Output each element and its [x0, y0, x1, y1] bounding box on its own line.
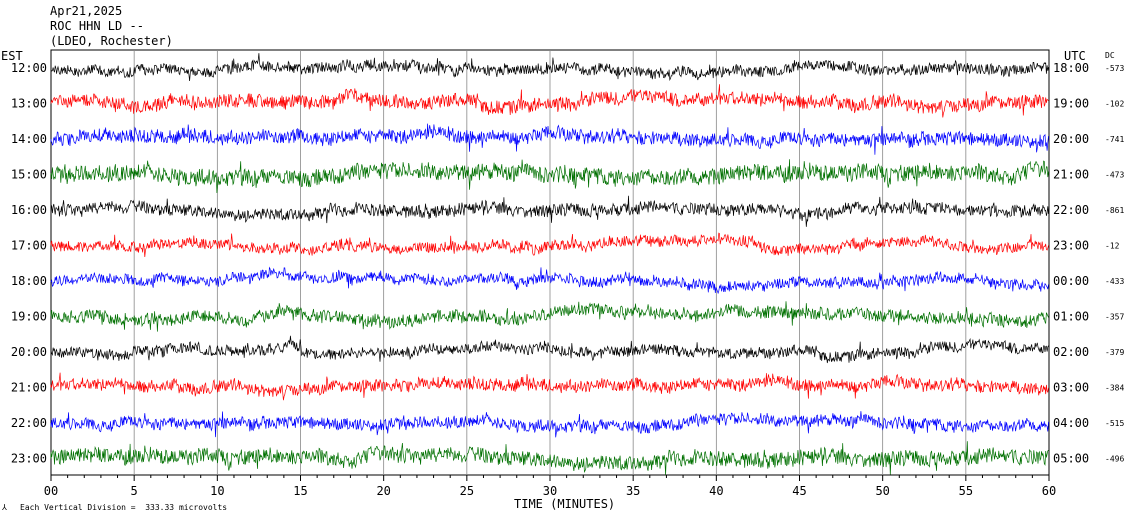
- est-hour-label: 17:00: [11, 239, 47, 253]
- dc-offset-labels: -573 -102 -741 -473 -861 -12 -433 -357 -379 -384 -…: [1105, 64, 1124, 464]
- utc-hour-label: 21:00: [1053, 168, 1089, 182]
- trace-line: [50, 301, 1049, 332]
- x-tick-label: 10: [210, 484, 224, 498]
- est-hour-label: 16:00: [11, 203, 47, 217]
- trace-line: [50, 123, 1049, 155]
- x-tick-label: 15: [293, 484, 307, 498]
- est-hour-label: 12:00: [11, 61, 47, 75]
- est-hour-labels: 12:00 13:00 14:00 15:00 16:00 17:00 18:00 19:00…: [11, 61, 47, 466]
- dc-offset-label: -384: [1105, 384, 1124, 393]
- dc-offset-label: -473: [1105, 171, 1124, 180]
- est-hour-label: 14:00: [11, 132, 47, 146]
- dc-column-title: DC: [1105, 51, 1115, 60]
- network-name: (LDEO, Rochester): [50, 34, 173, 48]
- utc-hour-label: 02:00: [1053, 345, 1089, 359]
- x-tick-label: 35: [626, 484, 640, 498]
- utc-hour-label: 22:00: [1053, 203, 1089, 217]
- est-hour-label: 21:00: [11, 381, 47, 395]
- dc-offset-label: -741: [1105, 135, 1124, 144]
- dc-offset-label: -573: [1105, 64, 1124, 73]
- trace-line: [50, 195, 1049, 227]
- utc-hour-label: 00:00: [1053, 274, 1089, 288]
- grid-lines: [50, 49, 1050, 481]
- x-tick-label: 30: [543, 484, 557, 498]
- dc-offset-label: -433: [1105, 277, 1124, 286]
- station-code: ROC HHN LD --: [50, 19, 144, 33]
- trace-line: [50, 232, 1049, 258]
- scale-icon: ⅄: [2, 503, 7, 512]
- utc-hour-label: 04:00: [1053, 416, 1089, 430]
- trace-line: [50, 53, 1049, 82]
- x-tick-label: 45: [792, 484, 806, 498]
- utc-axis-title: UTC: [1064, 49, 1086, 63]
- utc-hour-label: 01:00: [1053, 310, 1089, 324]
- est-hour-label: 22:00: [11, 416, 47, 430]
- est-hour-label: 13:00: [11, 97, 47, 111]
- trace-line: [50, 266, 1049, 295]
- utc-hour-labels: 18:00 19:00 20:00 21:00 22:00 23:00 00:00 01:00…: [1053, 61, 1089, 466]
- utc-hour-label: 03:00: [1053, 381, 1089, 395]
- dc-offset-label: -102: [1105, 100, 1124, 109]
- utc-hour-label: 18:00: [1053, 61, 1089, 75]
- division-note: Each Vertical Division = 333.33 microvol…: [20, 503, 228, 512]
- est-hour-label: 18:00: [11, 274, 47, 288]
- dc-offset-label: -379: [1105, 348, 1124, 357]
- x-tick-label: 50: [875, 484, 889, 498]
- chart-date: Apr21,2025: [50, 4, 123, 18]
- trace-line: [50, 159, 1049, 194]
- dc-offset-label: -861: [1105, 206, 1124, 215]
- trace-line: [50, 411, 1049, 438]
- dc-offset-label: -12: [1105, 242, 1120, 251]
- x-tick-label: 55: [959, 484, 973, 498]
- x-tick-label: 40: [709, 484, 723, 498]
- est-hour-label: 19:00: [11, 310, 47, 324]
- minute-tick-labels: 00 5 10 15 20 25 30 35 40 45 50 55 60: [44, 484, 1056, 498]
- x-axis-title: TIME (MINUTES): [514, 497, 616, 511]
- est-hour-label: 23:00: [11, 452, 47, 466]
- est-hour-label: 15:00: [11, 168, 47, 182]
- trace-line: [50, 84, 1049, 118]
- est-hour-label: 20:00: [11, 345, 47, 359]
- x-tick-label: 00: [44, 484, 58, 498]
- trace-layer: [50, 53, 1049, 475]
- utc-hour-label: 23:00: [1053, 239, 1089, 253]
- trace-line: [50, 441, 1049, 475]
- utc-hour-label: 19:00: [1053, 97, 1089, 111]
- dc-offset-label: -357: [1105, 313, 1124, 322]
- utc-hour-label: 20:00: [1053, 132, 1089, 146]
- utc-hour-label: 05:00: [1053, 452, 1089, 466]
- dc-offset-label: -515: [1105, 419, 1124, 428]
- trace-line: [50, 372, 1049, 401]
- est-axis-title: EST: [1, 49, 23, 63]
- trace-line: [50, 335, 1049, 364]
- x-tick-label: 60: [1042, 484, 1056, 498]
- x-tick-label: 25: [460, 484, 474, 498]
- x-tick-label: 20: [376, 484, 390, 498]
- x-tick-label: 5: [131, 484, 138, 498]
- dc-offset-label: -496: [1105, 455, 1124, 464]
